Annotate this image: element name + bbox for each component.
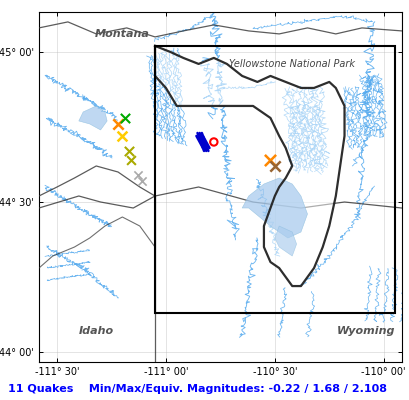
Point [138,178,145,184]
Polygon shape [242,178,307,238]
Bar [155,46,393,313]
Text: Montana: Montana [95,29,149,39]
Point [134,172,141,178]
Point [125,148,132,154]
Polygon shape [155,46,344,286]
Point [119,133,125,139]
Point [121,115,128,121]
Text: 11 Quakes    Min/Max/Equiv. Magnitudes: -0.22 / 1.68 / 2.108: 11 Quakes Min/Max/Equiv. Magnitudes: -0.… [8,384,386,394]
Polygon shape [79,106,107,130]
Point [267,157,273,163]
Point [128,157,134,163]
Polygon shape [274,226,296,256]
Point [271,163,277,169]
Text: Idaho: Idaho [79,326,114,336]
Point [115,121,121,127]
Text: Yellowstone National Park: Yellowstone National Park [229,59,354,69]
Point [210,139,217,145]
Text: Wyoming: Wyoming [336,326,395,336]
